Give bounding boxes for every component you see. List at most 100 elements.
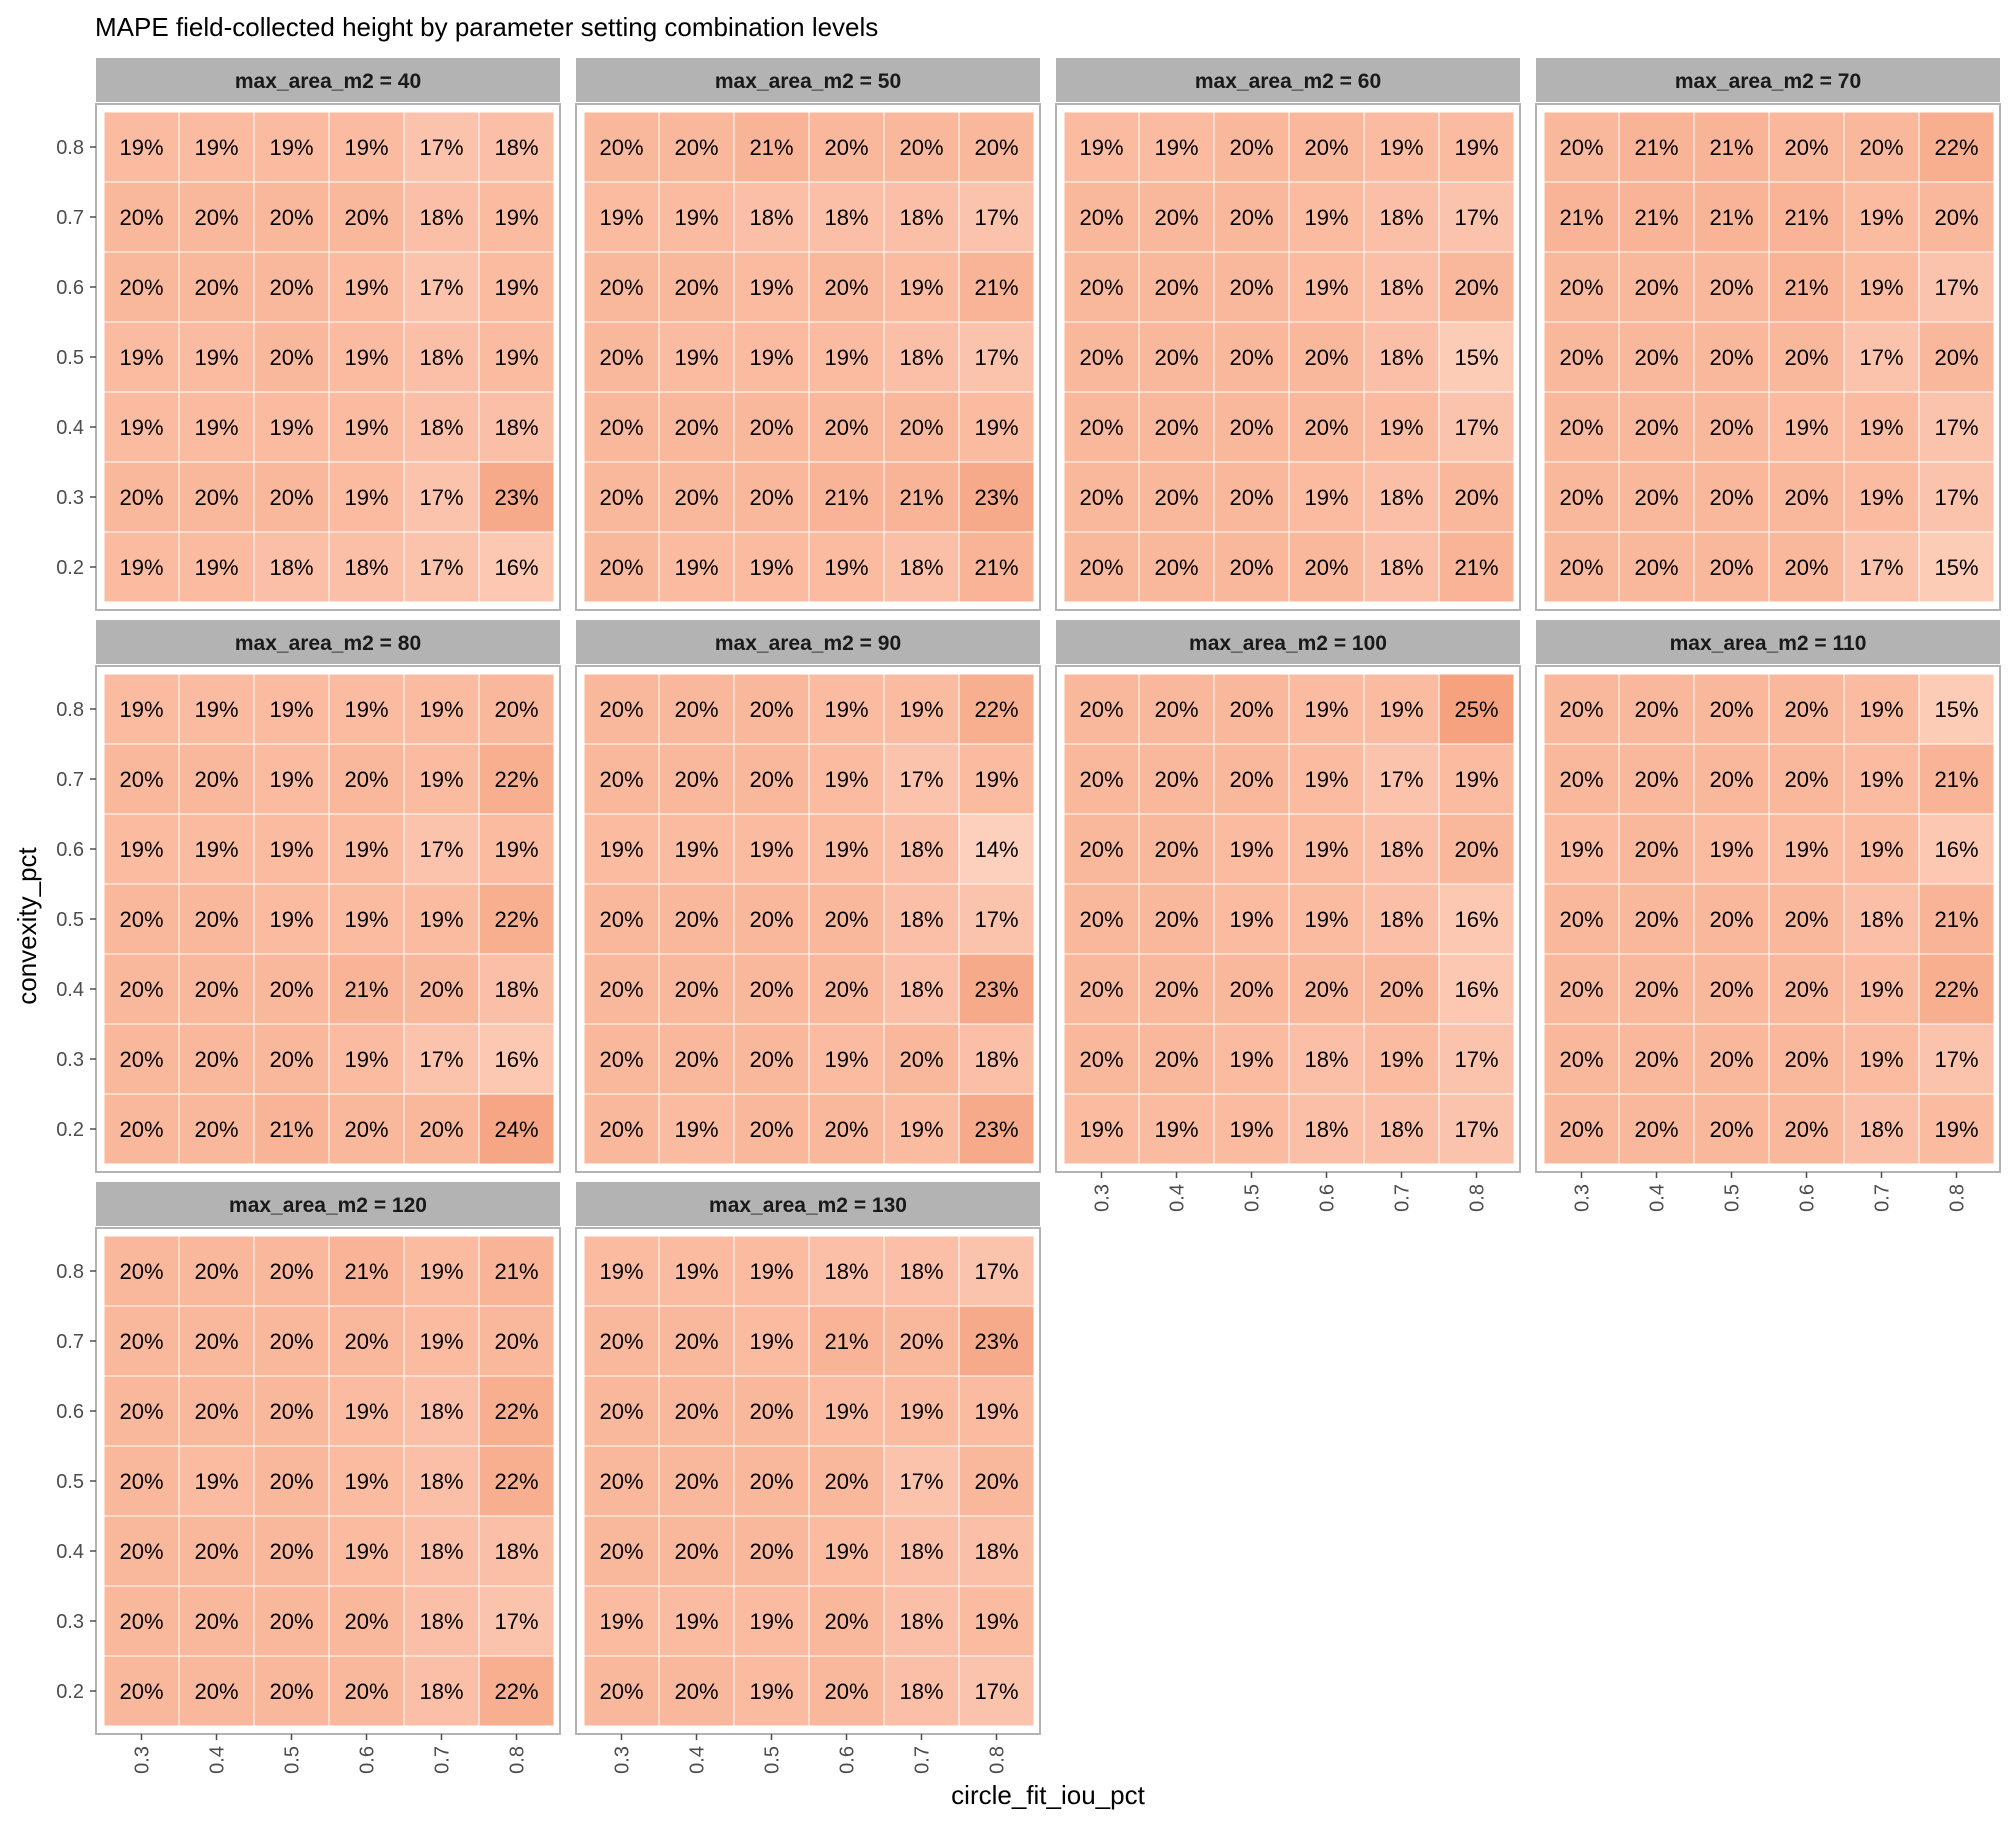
y-tick-label: 0.3 bbox=[56, 1049, 84, 1071]
cell-value-label: 20% bbox=[1304, 345, 1348, 370]
cell-value-label: 19% bbox=[1304, 837, 1348, 862]
cell-value-label: 20% bbox=[1154, 977, 1198, 1002]
heatmap-cell bbox=[808, 531, 885, 603]
heatmap-cell bbox=[658, 391, 735, 463]
x-tick-label: 0.5 bbox=[282, 1746, 304, 1774]
cell-value-label: 20% bbox=[1634, 415, 1678, 440]
heatmap-cell bbox=[1918, 1093, 1995, 1165]
cell-value-label: 21% bbox=[1934, 907, 1978, 932]
facet-strip-label: max_area_m2 = 120 bbox=[229, 1194, 427, 1217]
cell-value-label: 20% bbox=[824, 1469, 868, 1494]
cell-value-label: 17% bbox=[419, 135, 463, 160]
cell-value-label: 20% bbox=[1934, 205, 1978, 230]
cell-value-label: 20% bbox=[1784, 135, 1828, 160]
facet-panels: max_area_m2 = 40 19% 19% 19% 19% 17% 18% 20% 20%… bbox=[56, 58, 2001, 1774]
heatmap-cell bbox=[1063, 1023, 1140, 1095]
cell-value-label: 19% bbox=[1079, 135, 1123, 160]
heatmap-cell bbox=[1138, 391, 1215, 463]
heatmap-cell bbox=[103, 251, 180, 323]
cell-value-label: 17% bbox=[419, 275, 463, 300]
cell-value-label: 21% bbox=[1709, 205, 1753, 230]
cell-value-label: 20% bbox=[1229, 345, 1273, 370]
cell-value-label: 20% bbox=[1559, 555, 1603, 580]
cell-value-label: 20% bbox=[119, 1469, 163, 1494]
facet-strip-label: max_area_m2 = 60 bbox=[1195, 70, 1381, 93]
heatmap-cell bbox=[808, 321, 885, 393]
heatmap-cell bbox=[883, 813, 960, 885]
cell-value-label: 17% bbox=[1859, 555, 1903, 580]
heatmap-cell bbox=[1768, 251, 1845, 323]
heatmap-cell bbox=[658, 953, 735, 1025]
cell-value-label: 17% bbox=[1934, 485, 1978, 510]
heatmap-cell bbox=[253, 1093, 330, 1165]
cell-value-label: 17% bbox=[974, 1259, 1018, 1284]
cell-value-label: 20% bbox=[1784, 485, 1828, 510]
cell-value-label: 17% bbox=[899, 1469, 943, 1494]
heatmap-cell bbox=[808, 1585, 885, 1657]
heatmap-cell bbox=[1918, 461, 1995, 533]
cell-value-label: 17% bbox=[1934, 415, 1978, 440]
heatmap-cell bbox=[103, 181, 180, 253]
heatmap-cell bbox=[1138, 1093, 1215, 1165]
heatmap-cell bbox=[1063, 111, 1140, 183]
cell-value-label: 18% bbox=[899, 1609, 943, 1634]
cell-value-label: 20% bbox=[1634, 977, 1678, 1002]
cell-value-label: 19% bbox=[749, 275, 793, 300]
cell-value-label: 20% bbox=[674, 1679, 718, 1704]
cell-value-label: 20% bbox=[1709, 415, 1753, 440]
facet-panel: max_area_m2 = 100 20% 20% 20% 19% 19% 25% 20% 20… bbox=[1055, 620, 1521, 1212]
cell-value-label: 20% bbox=[1709, 345, 1753, 370]
heatmap-cell bbox=[1288, 883, 1365, 955]
cell-value-label: 19% bbox=[344, 697, 388, 722]
facet-strip bbox=[576, 1182, 1040, 1226]
heatmap-cell bbox=[403, 1445, 480, 1517]
heatmap-cell bbox=[958, 391, 1035, 463]
heatmap-cell bbox=[1618, 673, 1695, 745]
cell-value-label: 20% bbox=[599, 697, 643, 722]
cell-value-label: 17% bbox=[419, 1047, 463, 1072]
facet-panel: max_area_m2 = 40 19% 19% 19% 19% 17% 18% 20% 20%… bbox=[56, 58, 561, 611]
cell-value-label: 17% bbox=[974, 205, 1018, 230]
heatmap-cell bbox=[883, 1585, 960, 1657]
cell-value-label: 20% bbox=[1709, 555, 1753, 580]
heatmap-cell bbox=[328, 1445, 405, 1517]
heatmap-cell bbox=[958, 1655, 1035, 1727]
cell-value-label: 18% bbox=[1304, 1047, 1348, 1072]
cell-value-label: 20% bbox=[269, 977, 313, 1002]
cell-value-label: 18% bbox=[494, 415, 538, 440]
heatmap-cell bbox=[958, 531, 1035, 603]
cell-value-label: 20% bbox=[1559, 907, 1603, 932]
x-axis-title: circle_fit_iou_pct bbox=[951, 1780, 1145, 1810]
heatmap-cell bbox=[583, 181, 660, 253]
cell-value-label: 20% bbox=[1079, 205, 1123, 230]
cell-value-label: 20% bbox=[599, 977, 643, 1002]
cell-value-label: 20% bbox=[599, 485, 643, 510]
cell-value-label: 20% bbox=[974, 1469, 1018, 1494]
cell-value-label: 19% bbox=[824, 697, 868, 722]
heatmap-cell bbox=[1363, 673, 1440, 745]
cell-value-label: 19% bbox=[1454, 767, 1498, 792]
y-tick-label: 0.8 bbox=[56, 699, 84, 721]
heatmap-cell bbox=[178, 531, 255, 603]
heatmap-cell bbox=[178, 251, 255, 323]
heatmap-cell bbox=[883, 743, 960, 815]
cell-value-label: 18% bbox=[1379, 345, 1423, 370]
cell-value-label: 21% bbox=[824, 485, 868, 510]
x-tick-label: 0.3 bbox=[1092, 1184, 1114, 1212]
cell-value-label: 19% bbox=[344, 485, 388, 510]
cell-value-label: 17% bbox=[1934, 1047, 1978, 1072]
cell-value-label: 20% bbox=[344, 1117, 388, 1142]
cell-value-label: 19% bbox=[749, 345, 793, 370]
cell-value-label: 19% bbox=[419, 1329, 463, 1354]
cell-value-label: 21% bbox=[494, 1259, 538, 1284]
heatmap-cell bbox=[1138, 743, 1215, 815]
cell-value-label: 19% bbox=[269, 907, 313, 932]
cell-value-label: 20% bbox=[1709, 1117, 1753, 1142]
heatmap-cell bbox=[403, 391, 480, 463]
heatmap-cell bbox=[328, 391, 405, 463]
cell-value-label: 20% bbox=[749, 1047, 793, 1072]
x-tick-label: 0.3 bbox=[132, 1746, 154, 1774]
cell-value-label: 23% bbox=[974, 485, 1018, 510]
cell-value-label: 20% bbox=[1559, 767, 1603, 792]
heatmap-cell bbox=[1768, 111, 1845, 183]
